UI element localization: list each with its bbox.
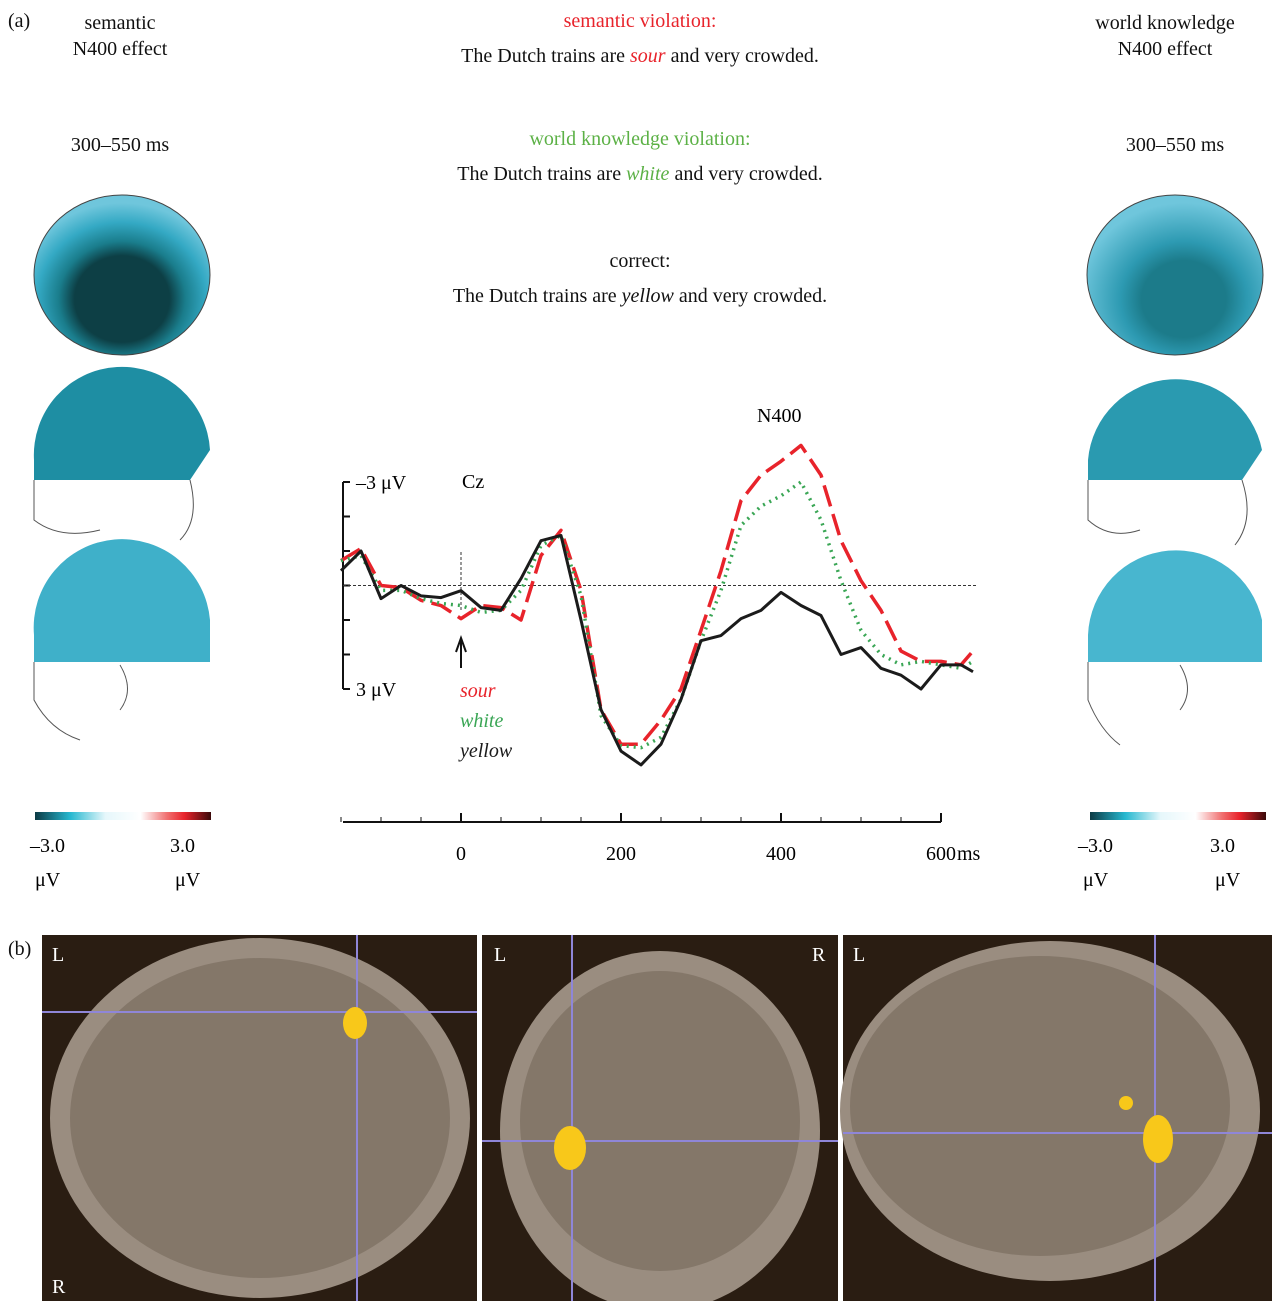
scale-min: –3.0 <box>29 835 65 857</box>
x-tick-label: 600 <box>926 843 956 865</box>
colorbar <box>35 812 211 820</box>
sentence: The Dutch trains are white and very crow… <box>300 163 980 186</box>
x-tick-label: 400 <box>766 843 796 865</box>
time-window: 300–550 ms <box>1125 134 1225 156</box>
sentence: The Dutch trains are sour and very crowd… <box>300 45 980 68</box>
condition: world knowledge violation: The Dutch trai… <box>300 128 980 198</box>
y-tick-label: –3 μV <box>355 472 407 494</box>
map-title: world knowledge N400 effect <box>1060 10 1270 62</box>
erp-line <box>340 480 974 750</box>
head-outline <box>33 662 128 741</box>
x-tick-label: 200 <box>606 843 636 865</box>
sagittal-view <box>840 935 1272 1301</box>
channel-label: Cz <box>462 471 484 493</box>
title-line: world knowledge <box>1095 12 1235 34</box>
condition-heading: correct: <box>609 250 671 272</box>
sentence-start: The Dutch trains are <box>461 45 625 67</box>
panel-label: (a) <box>8 10 31 32</box>
scale-min: –3.0 <box>1077 835 1113 857</box>
condition-heading: world knowledge violation: <box>529 128 751 150</box>
head-top <box>1086 194 1264 356</box>
condition-heading: semantic violation: <box>563 10 717 32</box>
component-label: N400 <box>757 405 801 427</box>
erp-chart: –3.0 3.0 μV μV –3.0 3.0 μV μV –3 μV 3 μV Cz N400 0 20… <box>29 194 1266 891</box>
head-side <box>1088 379 1262 480</box>
panel-label: (b) <box>8 938 31 960</box>
orientation-label: L <box>52 944 64 966</box>
scale-unit: μV <box>1083 869 1109 891</box>
condition: semantic violation: The Dutch trains are … <box>300 10 980 80</box>
target-word: sour <box>629 45 666 67</box>
head-top <box>33 194 211 356</box>
head-side <box>1088 550 1262 662</box>
target-word: yellow <box>621 285 674 307</box>
head-outline <box>1087 479 1248 546</box>
orientation-label: R <box>52 1276 66 1298</box>
orientation-label: L <box>853 944 865 966</box>
onset-arrow <box>455 635 467 668</box>
sentence-start: The Dutch trains are <box>452 285 617 307</box>
scale-max: 3.0 <box>1210 835 1235 857</box>
time-window: 300–550 ms <box>70 134 170 156</box>
title-line: semantic <box>84 12 156 34</box>
sentence-end: and very crowded. <box>674 163 823 185</box>
y-tick-label: 3 μV <box>356 679 397 701</box>
x-unit: ms <box>957 843 981 865</box>
left-head-maps <box>33 194 211 820</box>
head-side <box>33 366 211 480</box>
head-side <box>33 539 211 662</box>
sentence-end: and very crowded. <box>670 45 819 67</box>
right-head-maps <box>1086 194 1266 820</box>
legend-entry: yellow <box>458 740 513 762</box>
orientation-label: R <box>812 944 826 966</box>
erp-line <box>340 443 975 746</box>
head-outline <box>33 479 194 541</box>
condition: correct: The Dutch trains are yellow and … <box>300 250 980 320</box>
coronal-view <box>482 935 838 1301</box>
sentence-start: The Dutch trains are <box>457 163 622 185</box>
scale-unit: μV <box>35 869 61 891</box>
scale-max: 3.0 <box>170 835 195 857</box>
orientation-label: L <box>494 944 506 966</box>
title-line: N400 effect <box>1117 38 1213 60</box>
target-word: white <box>626 163 670 185</box>
map-title: semantic N400 effect <box>40 10 200 62</box>
head-outline <box>1087 662 1188 746</box>
x-tick-label: 0 <box>456 843 466 865</box>
sentence: The Dutch trains are yellow and very cro… <box>300 285 980 308</box>
colorbar <box>1090 812 1266 820</box>
erp-line <box>339 533 974 767</box>
scale-unit: μV <box>1215 869 1241 891</box>
legend-entry: sour <box>460 680 496 702</box>
axial-view <box>42 935 477 1301</box>
scale-unit: μV <box>175 869 201 891</box>
sentence-end: and very crowded. <box>678 285 828 307</box>
title-line: N400 effect <box>72 38 168 60</box>
legend-entry: white <box>460 710 503 732</box>
mri-panels: (b) L R L R L <box>8 935 1272 1301</box>
